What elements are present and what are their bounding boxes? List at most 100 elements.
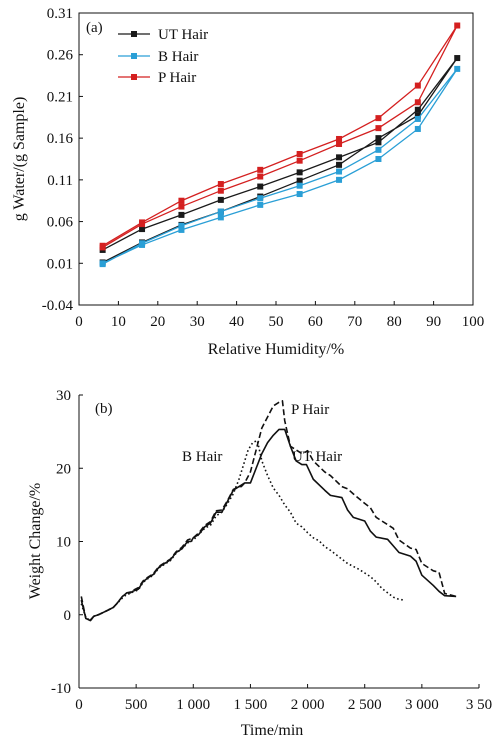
data-point-ut-hair bbox=[257, 183, 264, 190]
legend-marker-ut-hair bbox=[131, 31, 137, 37]
y-axis-label-b: Weight Change/% bbox=[27, 483, 44, 599]
y-axis-ticks-b: -10 0 10 20 30 bbox=[51, 388, 83, 697]
data-point-p-hair bbox=[217, 181, 224, 188]
data-point-b-hair bbox=[257, 201, 264, 208]
data-point-b-hair bbox=[139, 240, 146, 247]
x-tick-label-b: 2 500 bbox=[348, 697, 382, 713]
y-tick-label-a: 0.26 bbox=[47, 48, 74, 64]
data-point-p-hair bbox=[217, 187, 224, 194]
x-axis-label-a: Relative Humidity/% bbox=[208, 341, 344, 358]
data-point-b-hair bbox=[375, 146, 382, 153]
x-tick-label-b: 0 bbox=[75, 697, 83, 713]
y-axis-ticks-a: -0.04 0.01 0.06 0.11 0.16 0.21 0.26 0.31 bbox=[42, 6, 83, 314]
data-point-p-hair bbox=[178, 197, 185, 204]
x-tick-label-a: 90 bbox=[426, 314, 441, 330]
legend-entry-b-hair: B Hair bbox=[118, 49, 198, 65]
x-tick-label-a: 80 bbox=[387, 314, 402, 330]
data-point-ut-hair bbox=[336, 161, 343, 168]
data-point-ut-hair bbox=[296, 177, 303, 184]
data-point-ut-hair bbox=[375, 139, 382, 146]
annotation-p-hair: P Hair bbox=[291, 402, 329, 418]
data-point-b-hair bbox=[414, 125, 421, 132]
plot-frame-a bbox=[78, 12, 474, 306]
chart-panel-b: 0 500 1 000 1 500 2 000 2 500 3 000 3 50 -10010… bbox=[27, 388, 492, 739]
series-group-b bbox=[80, 400, 457, 622]
annotation-b-hair: B Hair bbox=[182, 449, 222, 465]
legend-entry-p-hair: P Hair bbox=[118, 70, 196, 86]
x-tick-label-a: 100 bbox=[462, 314, 485, 330]
x-tick-label-b: 3 50 bbox=[466, 697, 492, 713]
data-point-p-hair bbox=[99, 244, 106, 251]
data-point-b-hair bbox=[414, 115, 421, 122]
x-axis-ticks-b: 0 500 1 000 1 500 2 000 2 500 3 000 3 50 bbox=[75, 684, 492, 713]
data-point-p-hair bbox=[414, 82, 421, 89]
data-point-p-hair bbox=[257, 166, 264, 173]
series-group-a bbox=[99, 22, 461, 268]
y-tick-label-a: 0.01 bbox=[47, 256, 73, 272]
data-point-ut-hair bbox=[414, 106, 421, 113]
x-tick-label-a: 70 bbox=[347, 314, 362, 330]
legend-label-b-hair: B Hair bbox=[158, 49, 198, 65]
data-point-ut-hair bbox=[454, 55, 461, 62]
data-point-b-hair bbox=[99, 261, 106, 268]
x-tick-label-b: 1 500 bbox=[234, 697, 268, 713]
panel-label-b: (b) bbox=[95, 401, 113, 417]
data-point-b-hair bbox=[296, 182, 303, 189]
data-point-b-hair bbox=[336, 168, 343, 175]
x-tick-label-b: 3 000 bbox=[405, 697, 439, 713]
x-tick-label-b: 2 000 bbox=[291, 697, 325, 713]
data-point-p-hair bbox=[375, 125, 382, 132]
y-tick-label-b: 20 bbox=[56, 461, 71, 477]
data-point-b-hair bbox=[217, 214, 224, 221]
y-axis-label-a: g Water/(g Sample) bbox=[11, 97, 28, 222]
x-tick-label-a: 40 bbox=[229, 314, 244, 330]
data-point-ut-hair bbox=[217, 196, 224, 203]
series-line-ut-hair bbox=[102, 57, 458, 264]
data-point-b-hair bbox=[296, 191, 303, 198]
data-point-b-hair bbox=[454, 65, 461, 72]
x-tick-label-a: 20 bbox=[150, 314, 165, 330]
panel-label-a: (a) bbox=[86, 20, 103, 36]
x-axis-label-b: Time/min bbox=[241, 722, 304, 739]
chart-panel-a: 0 10 20 30 40 50 60 70 80 90 100 -0.04 0.01 0.06 0.11… bbox=[11, 6, 484, 358]
legend-a: UT Hair B Hair P Hair bbox=[118, 27, 208, 86]
x-axis-ticks-a: 0 10 20 30 40 50 60 70 80 90 100 bbox=[75, 301, 484, 330]
data-point-b-hair bbox=[178, 222, 185, 229]
data-point-ut-hair bbox=[178, 211, 185, 218]
data-point-ut-hair bbox=[414, 112, 421, 119]
x-tick-label-a: 60 bbox=[308, 314, 323, 330]
legend-marker-p-hair bbox=[131, 74, 137, 80]
x-tick-label-b: 1 000 bbox=[176, 697, 210, 713]
data-point-p-hair bbox=[454, 22, 461, 29]
legend-label-p-hair: P Hair bbox=[158, 70, 196, 86]
data-point-p-hair bbox=[139, 221, 146, 228]
series-line-b-hair bbox=[102, 68, 458, 265]
data-point-ut-hair bbox=[375, 135, 382, 142]
y-tick-label-a: 0.06 bbox=[47, 215, 74, 231]
x-tick-label-a: 10 bbox=[111, 314, 126, 330]
data-point-b-hair bbox=[178, 226, 185, 233]
annotation-ut-hair: UT Hair bbox=[292, 449, 342, 465]
data-point-b-hair bbox=[257, 195, 264, 202]
data-point-p-hair bbox=[257, 173, 264, 180]
data-point-p-hair bbox=[296, 157, 303, 164]
x-tick-label-a: 0 bbox=[75, 314, 83, 330]
series-line-b-hair bbox=[80, 439, 405, 622]
series-line-p-hair bbox=[102, 25, 458, 248]
y-tick-label-a: 0.16 bbox=[47, 131, 74, 147]
data-point-p-hair bbox=[336, 140, 343, 147]
y-tick-label-b: 0 bbox=[64, 608, 72, 624]
x-tick-label-a: 30 bbox=[190, 314, 205, 330]
x-tick-label-b: 500 bbox=[125, 697, 148, 713]
data-point-b-hair bbox=[375, 156, 382, 162]
series-line-ut-hair bbox=[80, 428, 457, 622]
y-tick-label-a: 0.21 bbox=[47, 89, 73, 105]
data-point-p-hair bbox=[296, 150, 303, 157]
y-tick-label-a: 0.11 bbox=[47, 173, 73, 189]
legend-marker-b-hair bbox=[131, 53, 137, 59]
legend-entry-ut-hair: UT Hair bbox=[118, 27, 208, 43]
data-point-ut-hair bbox=[336, 154, 343, 161]
legend-label-ut-hair: UT Hair bbox=[158, 27, 208, 43]
data-point-b-hair bbox=[336, 176, 343, 183]
data-point-ut-hair bbox=[139, 226, 146, 233]
